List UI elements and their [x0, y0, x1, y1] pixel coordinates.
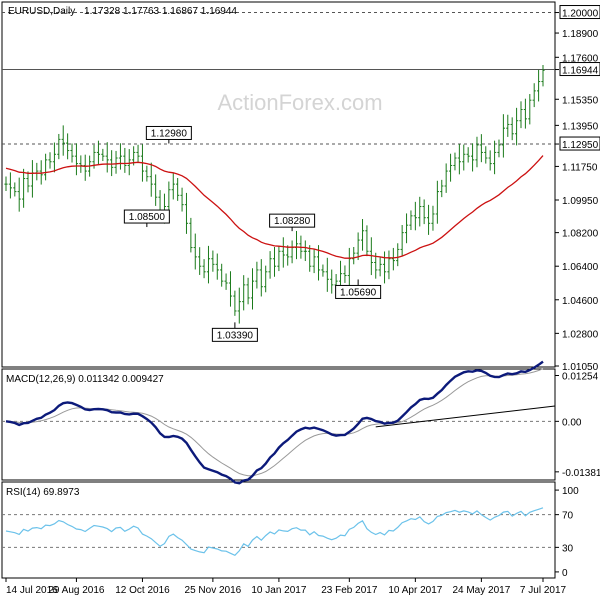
- price-tick-label: 1.09950: [562, 196, 599, 207]
- date-tick-label: 24 May 2017: [452, 585, 510, 596]
- price-tick-label: 1.13950: [562, 121, 599, 132]
- date-tick-label: 10 Jan 2017: [251, 585, 306, 596]
- rsi-title: RSI(14) 69.8973: [6, 487, 80, 498]
- annotation-box: [269, 213, 316, 228]
- annotation-box: [335, 284, 382, 299]
- macd-tick-label: 0.01254: [562, 372, 599, 383]
- main-panel: [1, 1, 556, 368]
- date-tick-label: 25 Nov 2016: [185, 585, 242, 596]
- chart-header: EURUSD,Daily 1.17328 1.17763 1.16867 1.1…: [8, 6, 237, 17]
- rsi-tick-label: 100: [562, 486, 579, 497]
- date-tick-label: 7 Jul 2017: [520, 585, 567, 596]
- rsi-axis: 100 70 30 0: [555, 486, 579, 579]
- watermark: ActionForex.com: [217, 90, 382, 115]
- macd-axis: 0.01254 0.00 -0.013815: [555, 372, 600, 479]
- price-tick-label: 1.02800: [562, 329, 599, 340]
- date-tick-label: 23 Feb 2017: [321, 585, 378, 596]
- rsi-lines: [2, 507, 555, 557]
- price-tick-label: 1.08200: [562, 229, 599, 240]
- price-axis: 1.20000 1.18900 1.17600 1.16944 1.15350 1.139…: [555, 5, 600, 373]
- macd-line: [5, 360, 544, 485]
- rsi-tick-label: 0: [562, 568, 568, 579]
- annotation-label: 1.08280: [274, 216, 311, 227]
- ma-line: [5, 155, 544, 259]
- price-tick-label: 1.11750: [562, 162, 598, 173]
- price-tick-label: 1.17600: [562, 53, 599, 64]
- moving-average: [5, 155, 544, 259]
- date-tick-label: 12 Oct 2016: [115, 585, 170, 596]
- price-tag: [559, 136, 600, 151]
- macd-tick-label: -0.013815: [562, 468, 600, 479]
- price-tick-label: 1.04600: [562, 296, 599, 307]
- ohlc-label: 1.17328 1.17763 1.16867 1.16944: [84, 6, 237, 17]
- price-tick-label: 1.15350: [562, 95, 599, 106]
- macd-title: MACD(12,26,9) 0.011342 0.009427: [6, 374, 164, 385]
- price-tick-label: 1.06400: [562, 262, 599, 273]
- price-tag: [559, 5, 600, 20]
- annotation-label: 1.05690: [340, 287, 377, 298]
- macd-lines: [2, 360, 556, 485]
- main-grid: [2, 12, 555, 145]
- annotation-box: [211, 327, 258, 342]
- symbol-label: EURUSD,Daily: [8, 6, 75, 17]
- price-tick-label: 1.20000: [562, 9, 599, 20]
- macd-tick-label: 0.00: [562, 417, 582, 428]
- annotation-label: 1.08500: [129, 212, 166, 223]
- annotations: 1.12980 1.08500 1.08280 1.05690 1.03390: [123, 125, 382, 342]
- price-tag: [559, 62, 600, 77]
- macd-panel: [1, 368, 556, 481]
- rsi-tick-label: 30: [562, 543, 574, 554]
- price-tick-label: 1.01050: [562, 362, 599, 373]
- annotation-box: [123, 209, 170, 224]
- annotation-label: 1.03390: [217, 330, 254, 341]
- price-tick-label: 1.12950: [562, 140, 599, 151]
- rsi-line: [5, 507, 544, 557]
- candles: [4, 64, 545, 324]
- annotation-label: 1.12980: [151, 128, 188, 139]
- date-tick-label: 29 Aug 2016: [48, 585, 105, 596]
- macd-trendline: [375, 405, 556, 428]
- rsi-tick-label: 70: [562, 511, 574, 522]
- date-tick-label: 10 Apr 2017: [388, 585, 442, 596]
- price-tick-label: 1.18900: [562, 29, 599, 40]
- annotation-box: [145, 125, 192, 140]
- price-tick-label: 1.16944: [562, 66, 599, 77]
- date-tick-label: 14 Jul 2016: [6, 585, 58, 596]
